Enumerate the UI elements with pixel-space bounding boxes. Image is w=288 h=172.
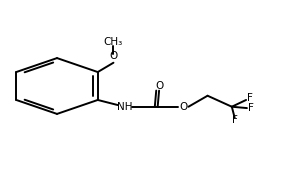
Text: F: F: [248, 103, 254, 113]
Text: F: F: [247, 93, 253, 103]
Text: CH₃: CH₃: [104, 37, 123, 47]
Text: O: O: [109, 51, 118, 61]
Text: O: O: [179, 102, 187, 112]
Text: NH: NH: [117, 102, 132, 112]
Text: O: O: [155, 81, 163, 92]
Text: F: F: [232, 115, 238, 125]
